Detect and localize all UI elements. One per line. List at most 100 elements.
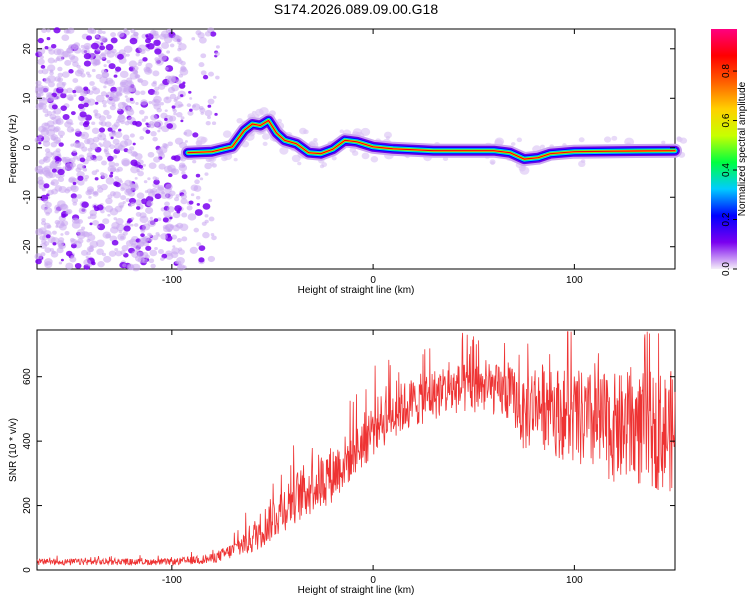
noise-blob xyxy=(101,72,109,79)
noise-blob xyxy=(131,243,137,248)
noise-blob xyxy=(106,97,116,105)
noise-blob xyxy=(152,136,158,142)
noise-blob xyxy=(73,94,77,97)
noise-blob xyxy=(110,171,114,175)
noise-blob xyxy=(91,170,98,176)
noise-blob xyxy=(72,78,79,84)
noise-blob xyxy=(178,249,185,255)
noise-blob xyxy=(111,124,118,130)
noise-blob xyxy=(208,198,213,203)
noise-blob xyxy=(123,45,133,53)
noise-blob xyxy=(99,144,104,148)
noise-blob xyxy=(61,34,70,42)
noise-blob xyxy=(178,104,182,107)
noise-blob xyxy=(173,112,177,116)
noise-blob xyxy=(145,207,154,214)
noise-blob xyxy=(100,91,107,97)
noise-blob xyxy=(45,211,51,216)
noise-blob xyxy=(105,77,114,85)
noise-blob xyxy=(140,90,146,96)
noise-blob xyxy=(176,111,183,118)
noise-blob xyxy=(134,177,138,180)
y-tick-label: -20 xyxy=(22,239,33,254)
noise-blob xyxy=(159,33,167,40)
y-tick-label: 20 xyxy=(22,43,33,55)
noise-blob xyxy=(180,60,186,66)
noise-blob xyxy=(121,101,127,106)
noise-blob xyxy=(115,66,122,72)
noise-blob xyxy=(104,150,110,155)
noise-blob xyxy=(105,233,111,239)
noise-blob xyxy=(57,200,66,208)
colorbar: 0.0 0.2 0.4 0.6 0.8 Normalized spectral ampl… xyxy=(711,29,748,276)
noise-blob xyxy=(137,78,142,83)
noise-blob xyxy=(277,118,282,123)
noise-blob xyxy=(114,247,119,252)
noise-blob xyxy=(142,163,147,167)
colorbar-tick-label: 0.6 xyxy=(721,113,732,127)
colorbar-label: Normalized spectral amplitude xyxy=(737,81,748,216)
noise-blob xyxy=(94,177,99,181)
noise-blob xyxy=(112,191,122,199)
noise-blob xyxy=(160,83,164,86)
noise-blob xyxy=(36,168,44,175)
noise-blob xyxy=(52,110,56,114)
x-tick-label: 0 xyxy=(370,275,376,286)
noise-blob xyxy=(80,90,88,97)
noise-blob xyxy=(73,155,79,160)
noise-blob xyxy=(87,27,95,34)
noise-blob xyxy=(78,95,85,102)
noise-blob xyxy=(198,62,205,68)
noise-blob xyxy=(110,32,117,38)
noise-blob xyxy=(165,183,173,191)
noise-blob xyxy=(178,162,186,169)
noise-blob xyxy=(117,107,122,112)
noise-blob xyxy=(188,90,192,94)
noise-blob xyxy=(119,70,129,79)
noise-blob xyxy=(91,121,96,125)
noise-blob xyxy=(83,53,92,60)
noise-blob xyxy=(99,45,106,51)
colorbar-tick-label: 0.8 xyxy=(721,64,732,78)
noise-blob xyxy=(297,161,302,166)
noise-blob xyxy=(38,134,43,139)
noise-blob xyxy=(93,109,99,114)
noise-blob xyxy=(147,88,156,96)
noise-blob xyxy=(100,121,107,127)
noise-blob xyxy=(103,64,107,67)
noise-blob xyxy=(85,255,89,259)
noise-blob xyxy=(57,66,63,72)
noise-blob xyxy=(84,114,92,121)
noise-blob xyxy=(153,218,159,223)
noise-blob xyxy=(129,183,136,189)
noise-blob xyxy=(158,163,166,170)
snr-series xyxy=(36,331,676,567)
noise-blob xyxy=(145,122,149,126)
noise-blob xyxy=(61,213,66,218)
noise-blob xyxy=(60,258,64,262)
noise-blob xyxy=(114,176,119,180)
noise-blob xyxy=(164,201,170,207)
noise-blob xyxy=(179,94,184,98)
noise-blob xyxy=(159,102,164,106)
noise-blob xyxy=(92,87,101,95)
noise-blob xyxy=(45,151,54,158)
noise-blob xyxy=(158,249,164,255)
noise-blob xyxy=(44,122,49,127)
noise-blob xyxy=(64,158,71,164)
snr-line xyxy=(36,331,676,567)
noise-blob xyxy=(198,257,205,263)
noise-blob xyxy=(95,239,105,248)
noise-blob xyxy=(119,180,123,184)
noise-blob xyxy=(143,180,148,184)
noise-blob xyxy=(50,141,58,148)
noise-blob xyxy=(180,66,187,73)
noise-blob xyxy=(152,70,160,77)
noise-blob xyxy=(48,171,57,179)
noise-blob xyxy=(70,243,77,249)
noise-blob xyxy=(129,37,138,45)
noise-blob xyxy=(147,232,152,237)
noise-blob xyxy=(98,115,107,122)
noise-blob xyxy=(103,85,107,89)
noise-blob xyxy=(195,173,201,178)
